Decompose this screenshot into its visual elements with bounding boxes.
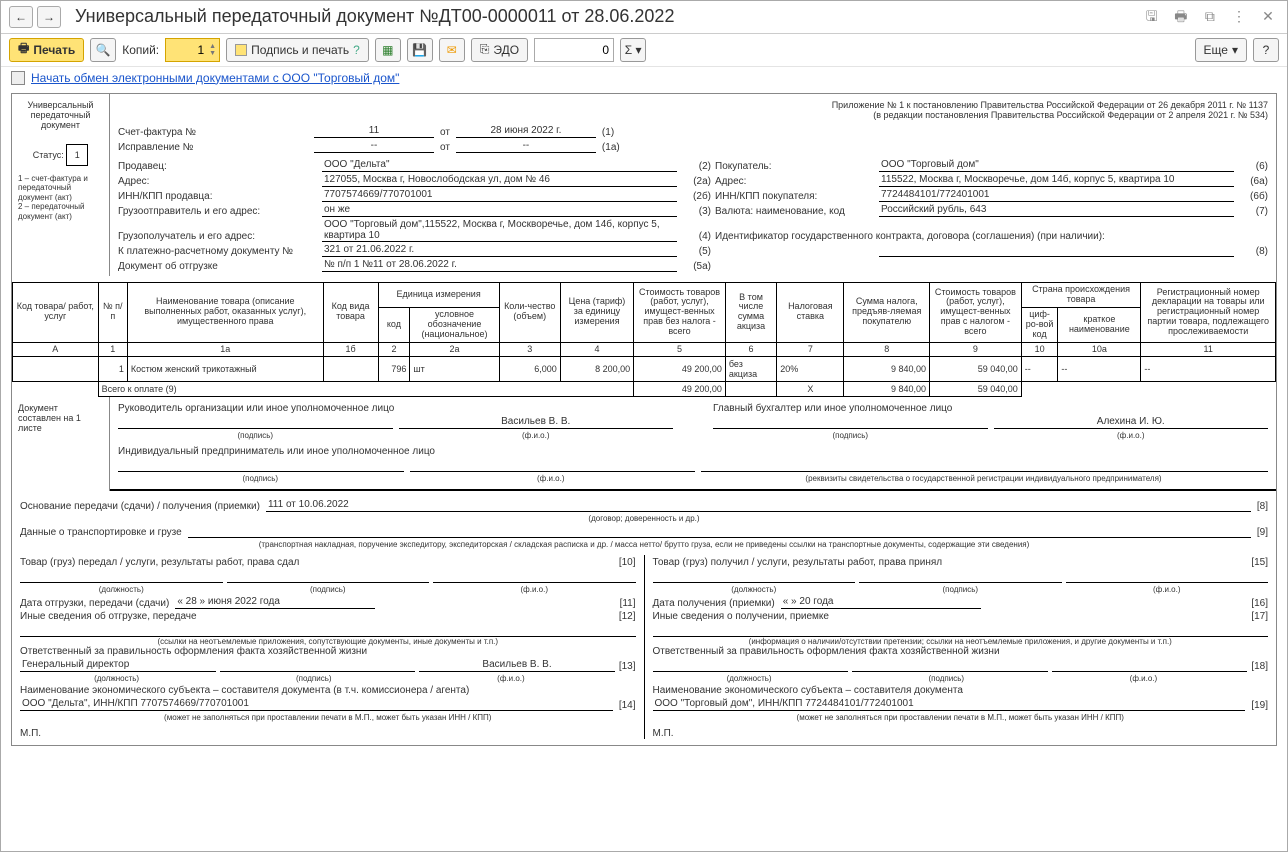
save-icon[interactable]: 🖫 xyxy=(1141,7,1163,29)
sigma-button[interactable]: Σ ▾ xyxy=(620,38,646,62)
checkbox-icon xyxy=(235,44,247,56)
copy-icon[interactable]: ⧉ xyxy=(1199,5,1221,27)
mail-button[interactable]: ✉ xyxy=(439,38,465,62)
copies-label: Копий: xyxy=(122,43,159,57)
sign-print-button[interactable]: Подпись и печать ? xyxy=(226,38,369,62)
edo-button[interactable]: ⎘ ЭДО xyxy=(471,38,528,62)
edo-icon: ⎘ xyxy=(480,42,490,57)
magnifier-icon: 🔍 xyxy=(96,43,111,57)
preview-button[interactable]: 🔍 xyxy=(90,38,116,62)
mail-icon: ✉ xyxy=(447,43,457,57)
table-icon: ▦ xyxy=(382,43,393,57)
status-value: 1 xyxy=(66,144,88,166)
sigma-icon: Σ ▾ xyxy=(625,43,642,57)
appendix-note: Приложение № 1 к постановлению Правитель… xyxy=(832,100,1268,122)
more-icon[interactable]: ⋮ xyxy=(1228,5,1250,27)
help-button[interactable]: ? xyxy=(1253,38,1279,62)
close-icon[interactable]: ✕ xyxy=(1257,5,1279,27)
office-button[interactable]: ▦ xyxy=(375,38,401,62)
link-printer-icon xyxy=(11,71,25,85)
doc-sheets: Документ составлен на 1 листе xyxy=(12,397,110,491)
printer-icon: 🖶 xyxy=(18,39,29,60)
print-icon[interactable]: 🖶 xyxy=(1170,7,1192,29)
more-button[interactable]: Еще ▾ xyxy=(1195,38,1247,62)
save-disk-button[interactable]: 💾 xyxy=(407,38,433,62)
copies-spinner[interactable]: ▲▼ xyxy=(165,38,220,62)
upd-label: Универсальный передаточный документ xyxy=(18,100,103,130)
document-preview: Универсальный передаточный документ Стат… xyxy=(11,93,1277,747)
print-button[interactable]: 🖶 Печать xyxy=(9,38,84,62)
copies-input[interactable] xyxy=(166,43,206,57)
edo-start-link[interactable]: Начать обмен электронными документами с … xyxy=(31,71,399,85)
disk-icon: 💾 xyxy=(412,43,427,57)
number-field[interactable] xyxy=(534,38,614,62)
help-icon: ? xyxy=(353,43,360,57)
status-note: 1 – счет-фактура и передаточный документ… xyxy=(18,174,103,222)
nav-back[interactable]: ← xyxy=(9,6,33,28)
window-title: Универсальный передаточный документ №ДТ0… xyxy=(75,6,1137,27)
table-row: 1 Костюм женский трикотажный 796 шт 6,00… xyxy=(13,357,1276,382)
nav-forward[interactable]: → xyxy=(37,6,61,28)
items-table: Код товара/ работ, услуг № п/п Наименова… xyxy=(12,282,1276,397)
